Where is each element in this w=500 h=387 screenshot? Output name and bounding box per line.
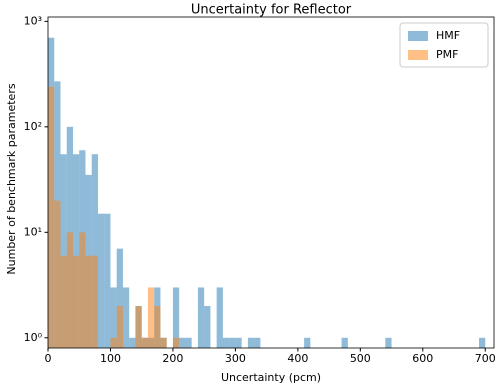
legend-swatch (408, 50, 428, 60)
bar (122, 287, 130, 348)
bar (141, 337, 148, 348)
bar (304, 337, 311, 348)
bar (147, 287, 155, 348)
bar (116, 248, 123, 348)
bar (135, 306, 142, 348)
bar (66, 232, 73, 348)
bar (185, 337, 192, 348)
bar (91, 255, 98, 348)
legend-swatch (408, 31, 428, 41)
bar (91, 154, 98, 348)
bar (204, 306, 211, 348)
bar (154, 306, 161, 348)
bar (72, 154, 80, 348)
bar (172, 337, 180, 348)
y-axis-label: Number of benchmark parameters (5, 83, 18, 274)
x-tick-label: 600 (412, 352, 433, 365)
bar (129, 337, 136, 348)
bar (85, 255, 92, 348)
x-tick-label: 700 (475, 352, 496, 365)
y-tick-label: 10³ (24, 14, 42, 27)
bar (60, 255, 67, 348)
y-tick-label: 10⁰ (24, 331, 43, 344)
legend-label: HMF (436, 29, 460, 42)
bar (54, 200, 61, 348)
bar (222, 337, 230, 348)
bar (160, 337, 167, 348)
bar (179, 337, 186, 348)
bar (48, 86, 55, 349)
bar (79, 232, 86, 348)
x-tick-label: 0 (45, 352, 52, 365)
bar (72, 255, 80, 348)
chart-title: Uncertainty for Reflector (191, 3, 352, 18)
plot-frame (47, 16, 495, 349)
bar (97, 213, 105, 348)
bar (254, 337, 261, 348)
bar (235, 337, 242, 348)
x-axis-label: Uncertainty (pcm) (221, 371, 321, 384)
bar (110, 287, 117, 348)
x-tick-label: 500 (350, 352, 371, 365)
bar (172, 287, 180, 348)
bar (385, 337, 392, 348)
bar (229, 337, 236, 348)
bar (116, 306, 123, 348)
bar (60, 154, 67, 348)
legend: HMF PMF (399, 22, 489, 68)
y-tick-label: 10¹ (24, 225, 42, 238)
bar (216, 287, 223, 348)
x-tick-label: 100 (100, 352, 121, 365)
bar (104, 213, 111, 348)
bar (247, 337, 255, 348)
x-tick-label: 300 (225, 352, 246, 365)
y-tick-label: 10² (24, 120, 42, 133)
bar (341, 337, 348, 348)
x-tick-label: 400 (287, 352, 308, 365)
x-tick-label: 200 (162, 352, 183, 365)
bar (110, 337, 117, 348)
bar (479, 337, 486, 348)
legend-label: PMF (436, 48, 458, 61)
bar (197, 287, 205, 348)
